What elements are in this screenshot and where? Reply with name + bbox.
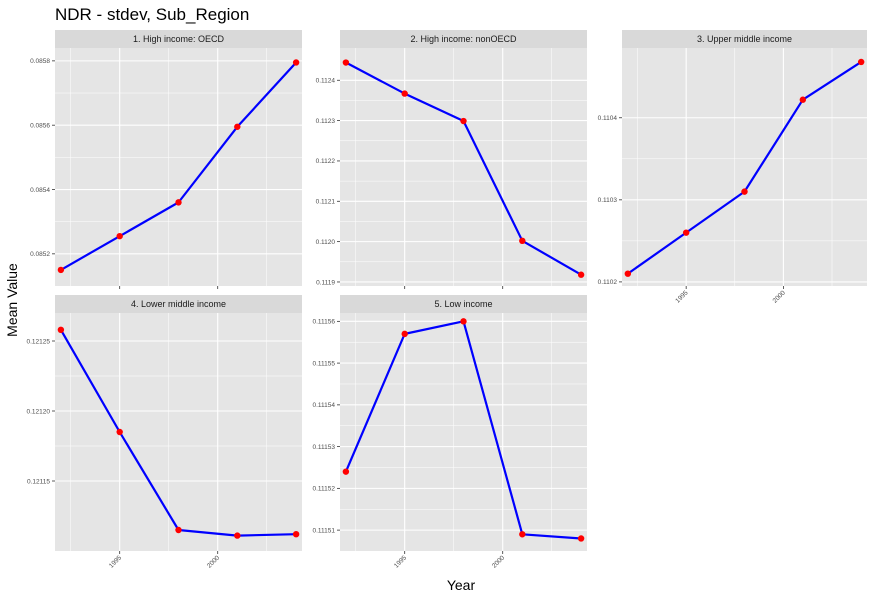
- facet-strip-label: 1. High income: OECD: [133, 34, 225, 44]
- facet-strip-label: 3. Upper middle income: [697, 34, 792, 44]
- y-tick-label: 0.1121: [316, 199, 336, 206]
- y-tick-label: 0.1103: [598, 197, 618, 204]
- data-point: [401, 330, 408, 338]
- data-point: [741, 188, 748, 195]
- y-tick-label: 0.11156: [312, 319, 335, 326]
- chart-title: NDR - stdev, Sub_Region: [55, 5, 249, 24]
- data-point: [342, 59, 350, 66]
- data-point: [234, 123, 241, 130]
- data-point: [460, 117, 467, 125]
- data-point: [57, 266, 65, 274]
- panel-background: [622, 48, 867, 286]
- facet-panel: 1. High income: OECD 0.0852 0.0854 0.0856 0.…: [30, 30, 302, 289]
- data-point: [799, 96, 807, 103]
- y-tick-label: 0.0854: [30, 187, 50, 194]
- y-tick-label: 0.1123: [316, 118, 336, 125]
- facet-strip: [55, 295, 302, 313]
- data-point: [292, 59, 300, 66]
- y-tick-label: 0.12115: [27, 478, 50, 485]
- data-point: [857, 58, 865, 66]
- panel-background: [55, 48, 302, 286]
- data-point: [682, 229, 690, 236]
- y-tick-label: 0.1119: [316, 279, 335, 286]
- x-tick-label: 2000: [491, 554, 506, 569]
- data-point: [519, 531, 526, 538]
- y-tick-label: 0.11155: [312, 360, 335, 367]
- facet-strip-label: 5. Low income: [434, 299, 492, 309]
- facet-strip: [622, 30, 867, 48]
- data-point: [401, 90, 408, 97]
- panel-background: [55, 313, 302, 551]
- data-point: [577, 271, 585, 278]
- facet-strip-label: 4. Lower middle income: [131, 299, 226, 309]
- data-point: [175, 526, 182, 534]
- facet-panel: 3. Upper middle income 0.1102 0.1103 0.1104…: [598, 30, 867, 305]
- data-point: [460, 318, 467, 325]
- y-tick-label: 0.0852: [30, 251, 50, 258]
- facet-strip-label: 2. High income: nonOECD: [410, 34, 517, 44]
- data-point: [57, 326, 65, 333]
- facet-panel: 4. Lower middle income 0.12115 0.12120 0.12…: [27, 295, 302, 570]
- y-tick-label: 0.11154: [312, 402, 335, 409]
- x-tick-label: 1995: [393, 554, 408, 569]
- y-tick-label: 0.11153: [312, 444, 335, 451]
- y-tick-label: 0.11152: [312, 486, 335, 493]
- facet-panel: 5. Low income 0.11151 0.11152 0.11153 0.1115…: [312, 295, 587, 570]
- data-point: [519, 237, 526, 245]
- y-tick-label: 0.1124: [316, 78, 336, 85]
- data-point: [175, 199, 182, 206]
- y-axis-title: Mean Value: [4, 263, 20, 337]
- x-tick-label: 2000: [206, 554, 221, 569]
- y-tick-label: 0.0858: [30, 58, 50, 65]
- y-tick-label: 0.11151: [312, 527, 335, 534]
- chart-panels: 1. High income: OECD 0.0852 0.0854 0.0856 0.…: [27, 30, 867, 570]
- x-axis-title: Year: [447, 577, 476, 593]
- facet-strip: [340, 295, 587, 313]
- y-tick-label: 0.1102: [598, 279, 618, 286]
- y-tick-label: 0.12120: [27, 408, 51, 415]
- facet-panel: 2. High income: nonOECD 0.1119 0.1120 0.112…: [316, 30, 587, 289]
- x-tick-label: 1995: [108, 554, 123, 569]
- y-tick-label: 0.0856: [30, 122, 50, 129]
- y-tick-label: 0.1120: [316, 239, 336, 246]
- y-tick-label: 0.1104: [598, 115, 618, 122]
- y-tick-label: 0.1122: [316, 158, 336, 165]
- data-point: [342, 468, 350, 475]
- x-tick-label: 1995: [674, 289, 689, 304]
- panel-background: [340, 48, 587, 286]
- x-tick-label: 2000: [772, 289, 787, 304]
- data-point: [577, 535, 585, 542]
- panel-background: [340, 313, 587, 551]
- facet-strip: [340, 30, 587, 48]
- data-point: [234, 532, 241, 539]
- data-point: [116, 428, 123, 436]
- facet-strip: [55, 30, 302, 48]
- data-point: [292, 531, 300, 538]
- data-point: [116, 232, 123, 240]
- data-point: [624, 270, 632, 277]
- y-tick-label: 0.12125: [27, 338, 51, 345]
